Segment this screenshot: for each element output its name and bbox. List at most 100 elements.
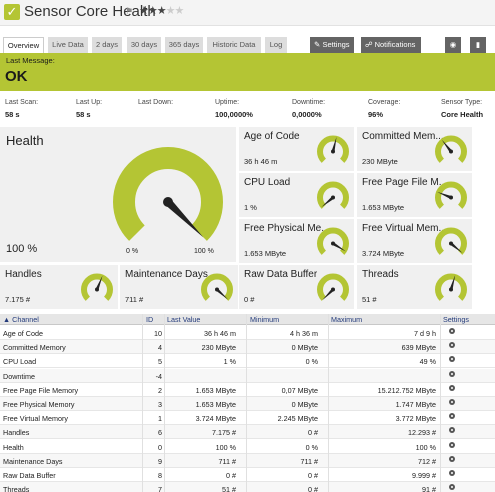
table-cell: 0,07 MByte [281, 385, 318, 395]
free-virtual-panel[interactable]: Free Virtual Mem... 3.724 MByte [357, 219, 472, 263]
gear-icon[interactable] [449, 484, 455, 491]
handles-gauge [81, 273, 113, 301]
col-id[interactable]: ID [146, 315, 154, 324]
table-cell: CPU Load [3, 357, 37, 367]
gauge-needle [95, 275, 103, 291]
health-panel[interactable]: Health 100 % 0 % 100 % [0, 127, 236, 262]
stat-label: Sensor Type: [441, 99, 483, 106]
stat-label: Downtime: [292, 99, 326, 106]
table-cell: 230 MByte [201, 343, 236, 353]
gear-icon[interactable] [449, 399, 455, 405]
table-cell: 0 # [308, 485, 318, 492]
gauge-needle [437, 191, 452, 199]
table-row[interactable]: Free Page File Memory 2 1.653 MByte 0,07 MB… [0, 383, 495, 397]
stat-value: 100,0000% [215, 110, 253, 119]
maintenance-days-panel[interactable]: Maintenance Days 711 # [120, 265, 238, 309]
stat-value: 96% [368, 110, 384, 119]
maintenance-days-gauge [201, 273, 233, 301]
column-divider [142, 314, 143, 492]
stat-label: Uptime: [215, 99, 240, 106]
col-settings[interactable]: Settings [443, 315, 469, 324]
gear-icon[interactable] [449, 441, 455, 448]
gear-icon[interactable] [449, 413, 455, 420]
panel-title: Handles [5, 269, 42, 280]
panel-value: 36 h 46 m [244, 157, 278, 166]
gauge-needle [321, 196, 334, 208]
table-row[interactable]: Maintenance Days 9 711 # 711 # 712 # [0, 453, 495, 468]
table-row[interactable]: Free Virtual Memory 1 3.724 MByte 2.245 MBy… [0, 411, 495, 426]
col-maximum[interactable]: Maximum [331, 315, 363, 324]
table-cell: 711 # [218, 456, 236, 466]
table-row[interactable]: Raw Data Buffer 8 0 # 0 # 9.999 # [0, 468, 495, 482]
star-icon[interactable]: ★ [139, 5, 149, 17]
tab-overview[interactable]: Overview [3, 37, 44, 54]
tab-historic-data[interactable]: Historic Data [207, 37, 261, 53]
table-row[interactable]: Handles 6 7.175 # 0 # 12.293 # [0, 425, 495, 440]
gear-icon[interactable] [449, 455, 455, 462]
delete-button[interactable]: ▮ [470, 37, 486, 53]
table-cell: 3.724 MByte [195, 414, 236, 424]
last-message-label: Last Message: [6, 56, 55, 65]
table-cell: 0 # [308, 428, 318, 438]
col-channel[interactable]: ▲ Channel [3, 315, 39, 324]
health-title: Health [6, 133, 44, 148]
gear-icon[interactable] [449, 384, 455, 391]
gauge-arc [317, 273, 349, 301]
settings-button[interactable]: ✎ Settings [310, 37, 354, 53]
tab-live-data[interactable]: Live Data [48, 37, 88, 53]
table-cell: 49 % [419, 357, 436, 367]
table-cell: Free Physical Memory [3, 400, 75, 409]
age-of-code-panel[interactable]: Age of Code 36 h 46 m [239, 127, 354, 171]
gauge-arc [317, 135, 349, 163]
status-ok-icon: ✓ [4, 4, 20, 20]
gear-icon[interactable] [449, 342, 455, 349]
threads-panel[interactable]: Threads 51 # [357, 265, 472, 309]
tab-2-days[interactable]: 2 days [92, 37, 122, 53]
gear-icon[interactable] [449, 370, 455, 377]
cpu-load-panel[interactable]: CPU Load 1 % [239, 173, 354, 217]
trash-icon: ▮ [475, 40, 481, 49]
star-icon[interactable]: ★ [156, 5, 167, 17]
gauge-arc [435, 227, 467, 255]
col-last-value[interactable]: Last Value [167, 315, 201, 324]
table-row[interactable]: Free Physical Memory 3 1.653 MByte 0 MByte 1… [0, 397, 495, 411]
gear-icon[interactable] [449, 356, 455, 363]
free-physical-panel[interactable]: Free Physical Me... 1.653 MByte [239, 219, 354, 263]
tab-30-days[interactable]: 30 days [127, 37, 161, 53]
star-icon[interactable]: ★ [147, 5, 158, 17]
tab-365-days[interactable]: 365 days [165, 37, 203, 53]
gear-icon[interactable] [449, 427, 455, 434]
table-cell: 9.999 # [412, 471, 436, 480]
free-page-file-panel[interactable]: Free Page File M... 1.653 MByte [357, 173, 472, 217]
table-row[interactable]: Threads 7 51 # 0 # 91 # [0, 482, 495, 492]
table-cell: 4 [158, 343, 162, 353]
gauge-hub [449, 149, 453, 154]
table-cell: 0 # [308, 471, 318, 480]
handles-panel[interactable]: Handles 7.175 # [0, 265, 118, 309]
panel-value: 230 MByte [362, 157, 398, 166]
table-cell: -4 [155, 371, 162, 381]
gear-icon[interactable] [449, 328, 455, 334]
tab-log[interactable]: Log [265, 37, 287, 53]
table-cell: 7.175 # [212, 428, 236, 438]
committed-memory-panel[interactable]: Committed Mem... 230 MByte [357, 127, 472, 171]
gear-icon[interactable] [449, 470, 455, 476]
col-minimum[interactable]: Minimum [250, 315, 280, 324]
table-cell: 51 # [222, 485, 236, 492]
panel-value: 1.653 MByte [244, 249, 287, 258]
info-button[interactable]: ◉ [445, 37, 461, 53]
star-icon[interactable]: ★ [165, 5, 176, 17]
table-row[interactable]: Health 0 100 % 0 % 100 % [0, 440, 495, 454]
priority-stars[interactable]: ★★★★★ [139, 4, 185, 17]
raw-data-buffer-panel[interactable]: Raw Data Buffer 0 # [239, 265, 354, 309]
table-row[interactable]: Age of Code 10 36 h 46 m 4 h 36 m 7 d 9 h [0, 326, 495, 340]
table-cell: 12.293 # [408, 428, 436, 438]
table-row[interactable]: Committed Memory 4 230 MByte 0 MByte 639 MBy… [0, 340, 495, 355]
notifications-button[interactable]: ☍ Notifications [361, 37, 421, 53]
table-row[interactable]: Downtime -4 [0, 368, 495, 383]
flag-icon[interactable]: ⚑ [125, 6, 134, 16]
gauge-hub [163, 197, 173, 207]
gauge-needle [215, 288, 229, 300]
star-icon[interactable]: ★ [174, 5, 185, 17]
table-row[interactable]: CPU Load 5 1 % 0 % 49 % [0, 354, 495, 369]
